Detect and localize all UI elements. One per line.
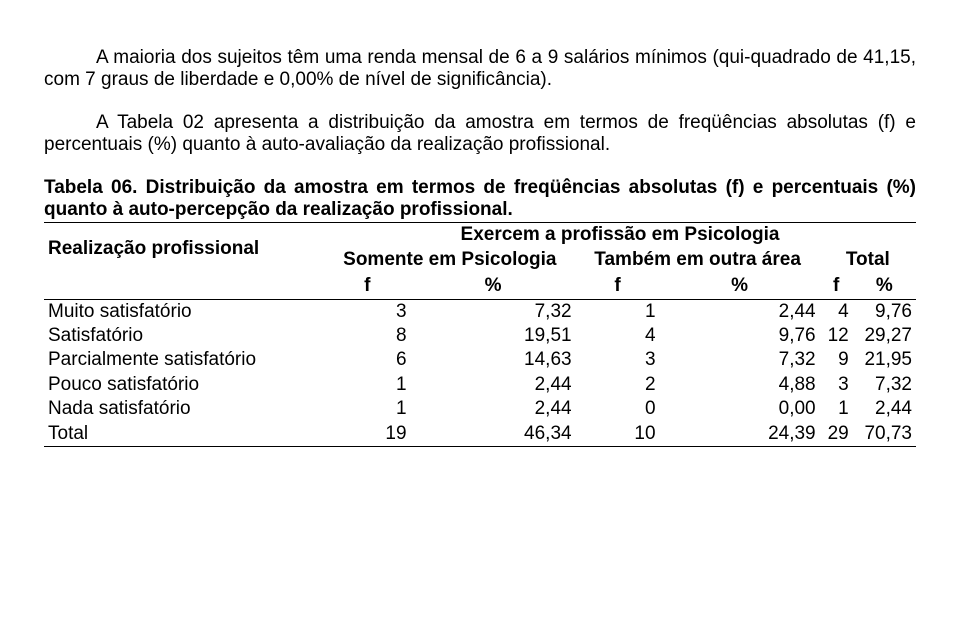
cell: 29,27 [853, 324, 916, 348]
cell: 1 [820, 397, 853, 421]
cell: 14,63 [411, 348, 576, 372]
cell: 9,76 [853, 299, 916, 324]
cell: 4,88 [660, 373, 820, 397]
table-row: Satisfatório 8 19,51 4 9,76 12 29,27 [44, 324, 916, 348]
cell: 4 [576, 324, 660, 348]
cell: 1 [576, 299, 660, 324]
row-label: Total [44, 422, 324, 447]
cell: 0,00 [660, 397, 820, 421]
row-label: Muito satisfatório [44, 299, 324, 324]
paragraph-2: A Tabela 02 apresenta a distribuição da … [44, 112, 916, 157]
cell: 2,44 [411, 373, 576, 397]
cell: 2 [576, 373, 660, 397]
cell: 19,51 [411, 324, 576, 348]
table-row-total: Total 19 46,34 10 24,39 29 70,73 [44, 422, 916, 447]
cell: 7,32 [853, 373, 916, 397]
subheader-tambem: Também em outra área [576, 248, 820, 274]
cell: 24,39 [660, 422, 820, 447]
col-f: f [820, 274, 853, 299]
header-right: Exercem a profissão em Psicologia [324, 223, 916, 248]
cell: 2,44 [411, 397, 576, 421]
paragraph-1: A maioria dos sujeitos têm uma renda men… [44, 47, 916, 92]
distribution-table: Realização profissional Exercem a profis… [44, 222, 916, 447]
cell: 46,34 [411, 422, 576, 447]
row-label: Parcialmente satisfatório [44, 348, 324, 372]
col-pct: % [411, 274, 576, 299]
cell: 2,44 [660, 299, 820, 324]
col-f: f [576, 274, 660, 299]
table-row: Pouco satisfatório 1 2,44 2 4,88 3 7,32 [44, 373, 916, 397]
table-row: Nada satisfatório 1 2,44 0 0,00 1 2,44 [44, 397, 916, 421]
cell: 1 [324, 397, 411, 421]
cell: 10 [576, 422, 660, 447]
cell: 9 [820, 348, 853, 372]
cell: 3 [576, 348, 660, 372]
header-left: Realização profissional [44, 223, 324, 274]
cell: 0 [576, 397, 660, 421]
table-caption: Tabela 06. Distribuição da amostra em te… [44, 177, 916, 222]
table-row: Parcialmente satisfatório 6 14,63 3 7,32… [44, 348, 916, 372]
col-f: f [324, 274, 411, 299]
row-label: Nada satisfatório [44, 397, 324, 421]
subheader-total: Total [820, 248, 916, 272]
cell: 8 [324, 324, 411, 348]
cell: 7,32 [660, 348, 820, 372]
cell: 6 [324, 348, 411, 372]
table-row: Muito satisfatório 3 7,32 1 2,44 4 9,76 [44, 299, 916, 324]
cell: 3 [820, 373, 853, 397]
cell: 19 [324, 422, 411, 447]
cell: 7,32 [411, 299, 576, 324]
cell: 4 [820, 299, 853, 324]
cell: 1 [324, 373, 411, 397]
cell: 29 [820, 422, 853, 447]
row-label: Pouco satisfatório [44, 373, 324, 397]
col-pct: % [660, 274, 820, 299]
cell: 70,73 [853, 422, 916, 447]
cell: 21,95 [853, 348, 916, 372]
cell: 9,76 [660, 324, 820, 348]
cell: 3 [324, 299, 411, 324]
cell: 2,44 [853, 397, 916, 421]
subheader-somente: Somente em Psicologia [324, 248, 576, 272]
row-label: Satisfatório [44, 324, 324, 348]
col-pct: % [853, 274, 916, 299]
cell: 12 [820, 324, 853, 348]
